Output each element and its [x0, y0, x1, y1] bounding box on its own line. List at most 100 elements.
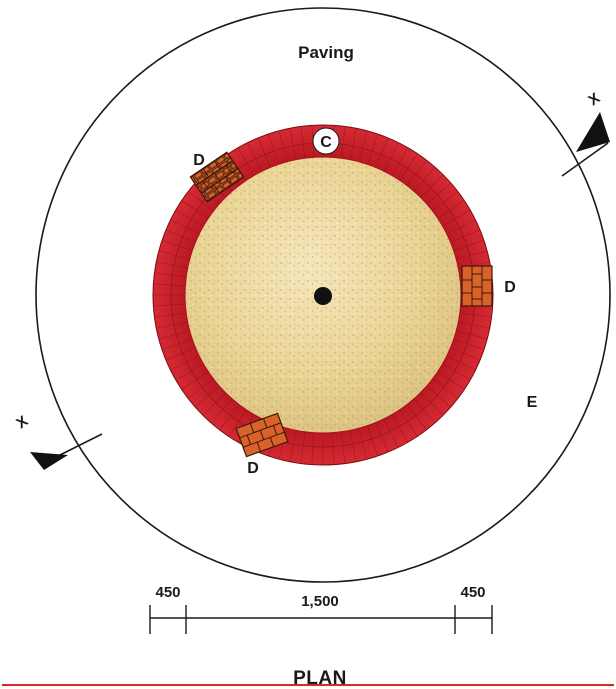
brick-inset-d-right: [461, 265, 493, 307]
brick-joint: [202, 392, 226, 416]
dim-label-middle: 1,500: [301, 593, 339, 610]
label-d-right: D: [504, 279, 516, 296]
brick-joint: [399, 409, 418, 437]
brick-inset-d-upper-left: [189, 151, 245, 203]
brick-joint: [158, 250, 190, 260]
brick-joint: [170, 355, 200, 371]
brick-joint: [181, 200, 209, 219]
brick-joint: [446, 355, 476, 371]
brick-joint: [311, 432, 315, 465]
brick-joint: [340, 126, 346, 159]
brick-joint: [420, 392, 444, 416]
section-arrow-lower-left-icon: [30, 452, 68, 470]
brick-joint: [450, 347, 481, 361]
brick-joint: [158, 330, 190, 340]
caption-plan: PLAN: [293, 668, 347, 689]
brick-joint: [289, 128, 297, 160]
brick-joint: [437, 200, 465, 219]
brick-joint: [406, 159, 427, 186]
brick-joint: [154, 312, 187, 318]
section-arrow-upper-right-icon: [576, 112, 610, 152]
marker-c-label: C: [320, 134, 332, 151]
brick-joint: [399, 153, 418, 181]
brick-joint: [187, 191, 214, 212]
brick-joint: [257, 137, 271, 168]
brick-joint: [453, 339, 485, 350]
brick-inset-d-lower: [235, 412, 289, 458]
brick-joint: [161, 339, 193, 350]
brick-joint: [210, 398, 233, 424]
label-e: E: [527, 394, 538, 411]
brick-joint: [426, 182, 452, 205]
label-d-lower: D: [247, 460, 259, 477]
brick-joint: [391, 147, 409, 176]
brick-joint: [358, 428, 368, 460]
brick-joint: [442, 363, 471, 381]
dim-label-left: 450: [155, 584, 180, 601]
brick-joint: [237, 147, 255, 176]
brick-joint: [187, 378, 214, 399]
section-line-upper-right: [561, 142, 609, 177]
brick-joint: [349, 430, 357, 462]
section-marker-upper-right: X: [561, 90, 610, 177]
label-paving: Paving: [298, 43, 354, 62]
brick-joint: [437, 371, 465, 390]
brick-joint: [413, 398, 436, 424]
marker-c-circle: [312, 127, 340, 155]
brick-joint: [175, 363, 204, 381]
brick-joint: [278, 130, 288, 162]
brick-joint: [289, 430, 297, 462]
brick-joint: [383, 142, 399, 172]
brick-joint: [367, 425, 378, 457]
paving-boundary-circle: [35, 7, 611, 583]
brick-joint: [432, 191, 459, 212]
brick-joint: [165, 229, 196, 243]
brick-joint: [300, 431, 306, 464]
brick-joint: [456, 250, 488, 260]
brick-joint: [358, 130, 368, 162]
center-post: [314, 287, 332, 305]
section-label-x-lower-left: X: [13, 413, 31, 433]
label-d-upper-left: D: [193, 152, 205, 169]
brick-joint: [450, 229, 481, 243]
brick-joint: [426, 385, 452, 408]
brick-ring-joints: [153, 125, 493, 465]
brick-joint: [153, 283, 186, 287]
brick-joint: [340, 431, 346, 464]
brick-joint: [375, 422, 389, 453]
dim-label-right: 450: [460, 584, 485, 601]
brick-joint: [413, 166, 436, 192]
brick-joint: [175, 209, 204, 227]
brick-joint: [153, 303, 186, 307]
brick-joint: [432, 378, 459, 399]
brick-joint: [247, 142, 263, 172]
brick-joint: [383, 418, 399, 448]
brick-joint: [349, 128, 357, 160]
brick-joint: [420, 174, 444, 198]
brick-joint: [406, 404, 427, 431]
brick-joint: [300, 126, 306, 159]
brick-joint: [391, 414, 409, 443]
brick-joint: [367, 133, 378, 165]
brick-joint: [268, 133, 279, 165]
brick-joint: [331, 432, 335, 465]
brick-joint: [154, 272, 187, 278]
brick-joint: [194, 385, 220, 408]
brick-joint: [442, 209, 471, 227]
brick-joint: [456, 330, 488, 340]
brick-joint: [161, 240, 193, 251]
brick-joint: [156, 261, 188, 269]
brick-joint: [219, 404, 240, 431]
brick-joint: [446, 219, 476, 235]
dimension-line: [149, 605, 493, 634]
brick-joint: [170, 219, 200, 235]
brick-joint: [165, 347, 196, 361]
brick-joint: [181, 371, 209, 390]
brick-joint: [453, 240, 485, 251]
brick-joint: [458, 321, 490, 329]
sand-edge: [184, 156, 462, 434]
brick-joint: [228, 409, 247, 437]
brick-joint: [375, 137, 389, 168]
section-label-x-upper-right: X: [585, 90, 603, 110]
